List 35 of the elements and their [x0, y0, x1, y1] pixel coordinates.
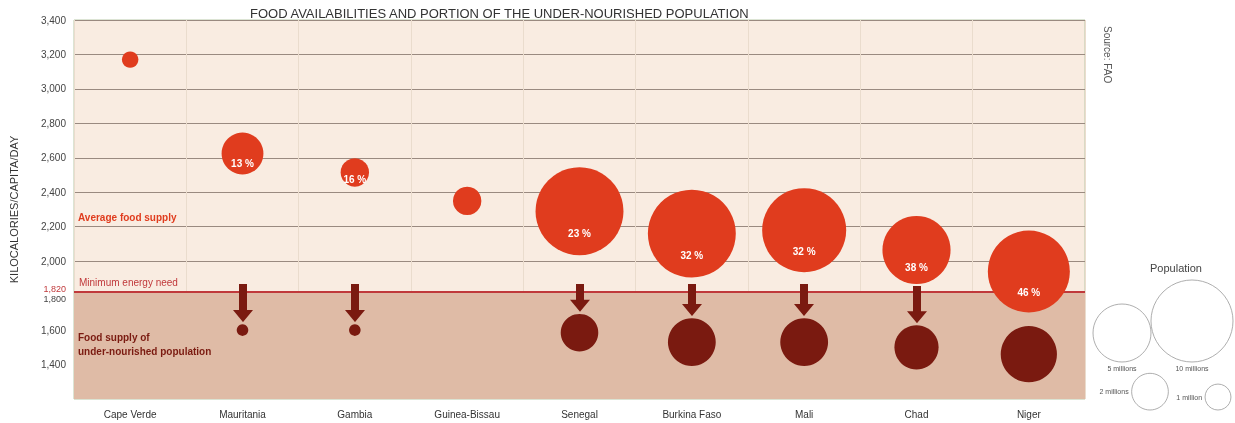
- ref-line-label: Minimum energy need: [79, 276, 178, 288]
- source-note: Source: FAO: [1101, 26, 1113, 84]
- annotation: 13 %: [231, 158, 254, 170]
- y-tick-label: 2,600: [40, 152, 67, 164]
- text: Average food supply: [78, 211, 177, 223]
- x-tick-label: Gambia: [337, 408, 373, 420]
- x-tick-label: Guinea-Bissau: [434, 408, 500, 420]
- x-tick-label: Cape Verde: [103, 408, 158, 420]
- x-tick-label: Niger: [1016, 408, 1042, 420]
- annotation: 23 %: [568, 227, 591, 239]
- annotation: 46 %: [1017, 286, 1041, 298]
- y-tick-label: 1,400: [40, 359, 67, 371]
- x-tick-label: Burkina Faso: [662, 408, 722, 420]
- y-tick-label: 1,820: [43, 283, 66, 294]
- annotation: 32 %: [680, 250, 704, 262]
- y-tick-label: 1,600: [40, 324, 67, 336]
- chart-title: FOOD AVAILABILITIES AND PORTION OF THE UNDER-NOURISHED POPULATION: [250, 6, 749, 21]
- y-tick-label: 1,800: [43, 294, 66, 305]
- y-tick-label: 3,000: [40, 83, 67, 95]
- x-tick-label: Mauritania: [219, 408, 267, 420]
- y-tick-label: 2,200: [40, 221, 67, 233]
- legend-title: Population: [1150, 261, 1202, 274]
- x-tick-label: Mali: [794, 408, 814, 420]
- annotation: 16 %: [343, 174, 367, 186]
- annotation: 32 %: [792, 245, 816, 257]
- y-tick-label: 2,400: [40, 186, 67, 198]
- y-axis-title: KILOCALORIES/CAPITA/DAY: [7, 135, 20, 284]
- y-tick-label: 2,800: [40, 117, 67, 129]
- x-tick-label: Senegal: [561, 408, 598, 420]
- x-tick-label: Chad: [904, 408, 929, 420]
- y-tick-label: 3,200: [40, 48, 67, 60]
- text: Food supply of under-nourished population: [78, 331, 212, 357]
- y-tick-label: 3,400: [40, 14, 67, 26]
- y-tick-label: 2,000: [40, 255, 67, 267]
- annotation: 38 %: [905, 261, 928, 273]
